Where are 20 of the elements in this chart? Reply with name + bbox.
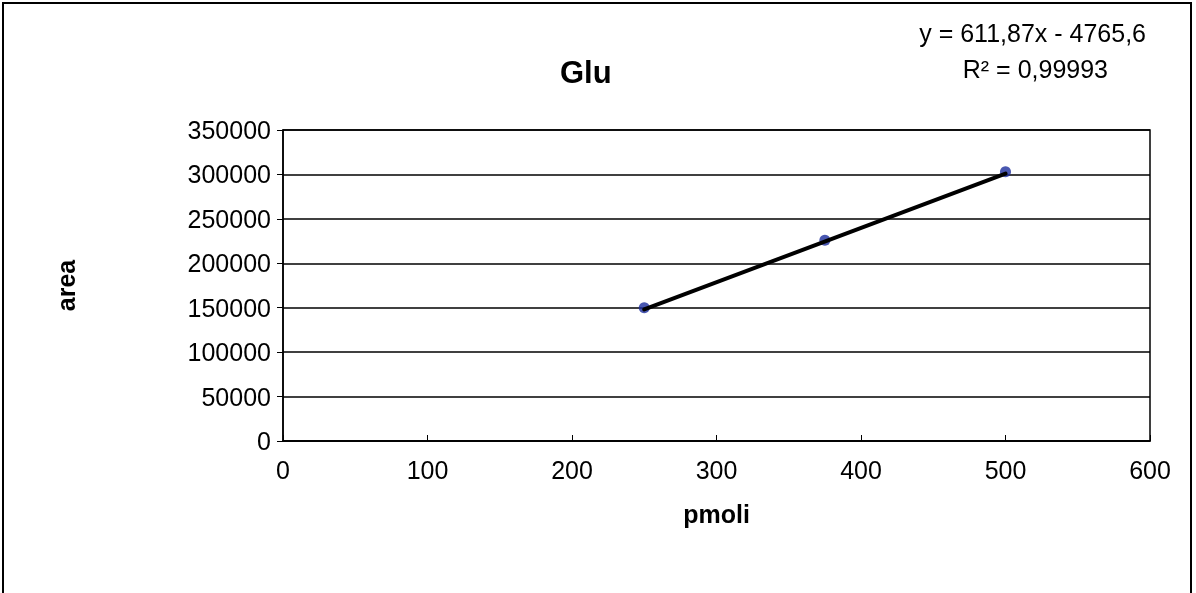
x-tick-label: 600 — [1129, 455, 1171, 484]
x-tick-label: 300 — [695, 455, 738, 484]
x-tick-label: 0 — [276, 455, 290, 484]
x-tick-label: 200 — [551, 455, 593, 484]
y-tick-label: 250000 — [187, 204, 271, 233]
x-axis-title: pmoli — [683, 499, 750, 528]
y-tick-label: 0 — [257, 427, 271, 455]
x-tick-label: 500 — [984, 455, 1027, 484]
x-tick-label: 100 — [406, 455, 449, 484]
y-tick-label: 300000 — [187, 160, 271, 189]
x-tick-label: 400 — [840, 455, 882, 484]
y-tick-label: 350000 — [187, 116, 271, 144]
y-axis-title: area — [51, 258, 80, 312]
y-tick-label: 200000 — [187, 249, 271, 278]
y-tick-label: 50000 — [201, 382, 271, 411]
text: y = 611,87x - 4765,6 — [919, 18, 1147, 47]
chart-title: Glu — [560, 55, 612, 90]
text: R² = 0,99993 — [962, 54, 1109, 83]
y-tick-label: 100000 — [187, 338, 271, 367]
y-tick-label: 150000 — [187, 293, 271, 322]
